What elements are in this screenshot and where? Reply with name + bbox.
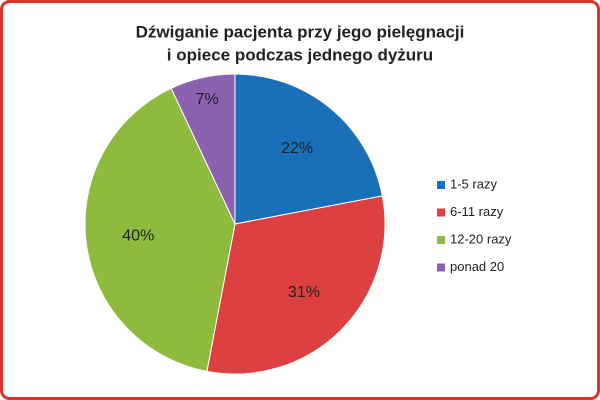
data-label: 22% xyxy=(281,140,313,157)
legend-swatch xyxy=(437,236,445,244)
legend-label: ponad 20 xyxy=(450,259,504,274)
chart-title: Dźwiganie pacjenta przy jego pielęgnacji xyxy=(136,22,465,41)
data-label: 7% xyxy=(196,91,219,108)
pie-slice xyxy=(84,87,236,372)
data-label: 31% xyxy=(288,284,320,301)
data-label: 40% xyxy=(122,227,154,244)
pie-slice xyxy=(170,73,236,225)
pie-slice xyxy=(234,73,383,225)
pie-slice xyxy=(206,195,386,375)
chart-title: i opiece podczas jednego dyżuru xyxy=(167,45,433,64)
legend-label: 6-11 razy xyxy=(450,204,504,219)
legend-swatch xyxy=(437,208,445,217)
legend-label: 12-20 razy xyxy=(450,231,512,246)
legend-label: 1-5 razy xyxy=(450,176,497,191)
legend-swatch xyxy=(437,263,445,272)
legend-swatch xyxy=(437,181,445,189)
